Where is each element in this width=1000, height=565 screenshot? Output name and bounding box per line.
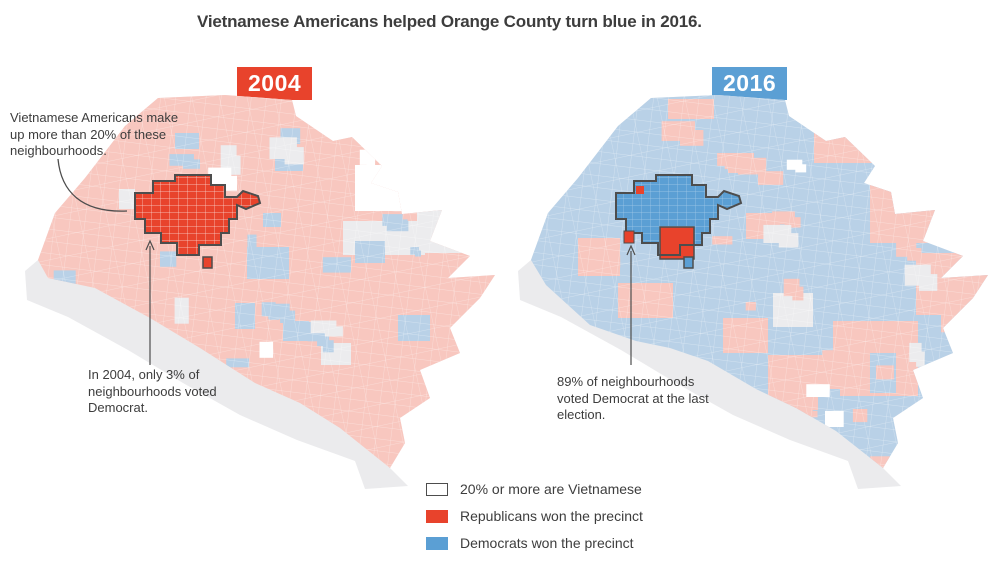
map-2004 bbox=[25, 93, 505, 498]
legend-label: Republicans won the precinct bbox=[460, 508, 643, 524]
leader-curve bbox=[57, 158, 128, 212]
annotation-2016-stat: 89% of neighbourhoods voted Democrat at … bbox=[557, 374, 709, 423]
vietnamese-outline-swatch-icon bbox=[426, 483, 448, 496]
legend-item-vietnamese: 20% or more are Vietnamese bbox=[426, 481, 643, 498]
legend-label: Democrats won the precinct bbox=[460, 535, 634, 551]
legend: 20% or more are Vietnamese Republicans w… bbox=[426, 481, 643, 562]
republican-swatch-icon bbox=[426, 510, 448, 523]
map-2016 bbox=[518, 93, 998, 498]
year-badge-2004: 2004 bbox=[237, 67, 313, 100]
legend-item-democrat: Democrats won the precinct bbox=[426, 535, 643, 552]
democrat-swatch-icon bbox=[426, 537, 448, 550]
republican-holdout-precincts bbox=[659, 226, 695, 260]
vietnamese-cluster-outline bbox=[134, 174, 262, 256]
vietnamese-outlier-precinct bbox=[683, 256, 694, 269]
precinct-patches bbox=[531, 95, 988, 468]
vietnamese-outlier-precinct bbox=[202, 256, 213, 269]
legend-label: 20% or more are Vietnamese bbox=[460, 481, 642, 497]
annotation-vietnamese-share: Vietnamese Americans make up more than 2… bbox=[10, 110, 179, 159]
arrow-up-icon bbox=[145, 239, 155, 251]
map-svg-2004 bbox=[25, 95, 495, 489]
vietnamese-cluster-outline bbox=[615, 174, 743, 256]
legend-item-republican: Republicans won the precinct bbox=[426, 508, 643, 525]
chart-title: Vietnamese Americans helped Orange Count… bbox=[197, 12, 702, 31]
arrow-up-icon bbox=[626, 244, 636, 256]
annotation-2004-stat: In 2004, only 3% of neighbourhoods voted… bbox=[88, 367, 217, 416]
map-svg-2016 bbox=[518, 95, 988, 489]
year-badge-2016: 2016 bbox=[712, 67, 788, 100]
